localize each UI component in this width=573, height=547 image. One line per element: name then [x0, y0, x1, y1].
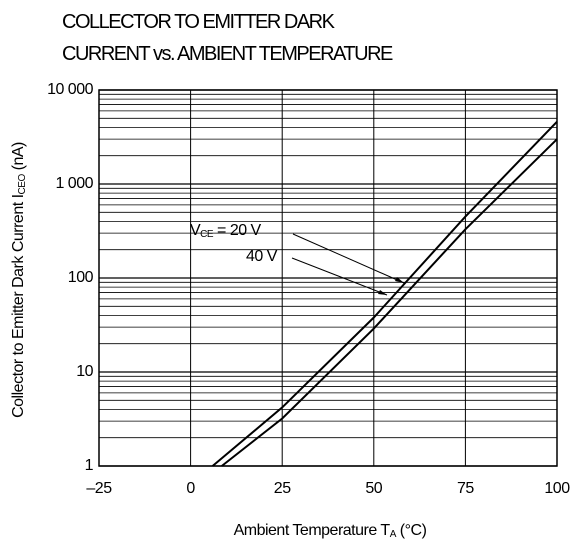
chart-title: CURRENT vs. AMBIENT TEMPERATURE: [62, 43, 393, 65]
chart-title: COLLECTOR TO EMITTER DARK: [62, 11, 336, 33]
annotation-arrow: [291, 257, 388, 296]
annotation: 40 V: [246, 248, 278, 265]
annotation: VCE = 20 V: [190, 222, 262, 239]
line-series: [211, 121, 558, 467]
line-series: [221, 138, 558, 467]
x-tick-label: 75: [457, 480, 474, 497]
y-tick-label: 10 000: [47, 81, 94, 98]
x-tick-label: 50: [365, 480, 382, 497]
y-tick-label: 100: [68, 269, 94, 286]
x-tick-label: –25: [86, 480, 112, 497]
plot-frame: [98, 89, 558, 467]
y-axis-label: Collector to Emitter Dark Current ICEO (…: [10, 142, 27, 418]
y-tick-label: 1 000: [55, 175, 93, 192]
x-axis-label: Ambient Temperature TA (°C): [234, 522, 427, 539]
x-tick-label: 0: [186, 480, 195, 497]
y-tick-label: 10: [76, 363, 93, 380]
x-tick-label: 100: [544, 480, 570, 497]
x-tick-label: 25: [274, 480, 291, 497]
y-tick-label: 1: [85, 457, 94, 474]
annotation-arrow: [292, 233, 405, 284]
